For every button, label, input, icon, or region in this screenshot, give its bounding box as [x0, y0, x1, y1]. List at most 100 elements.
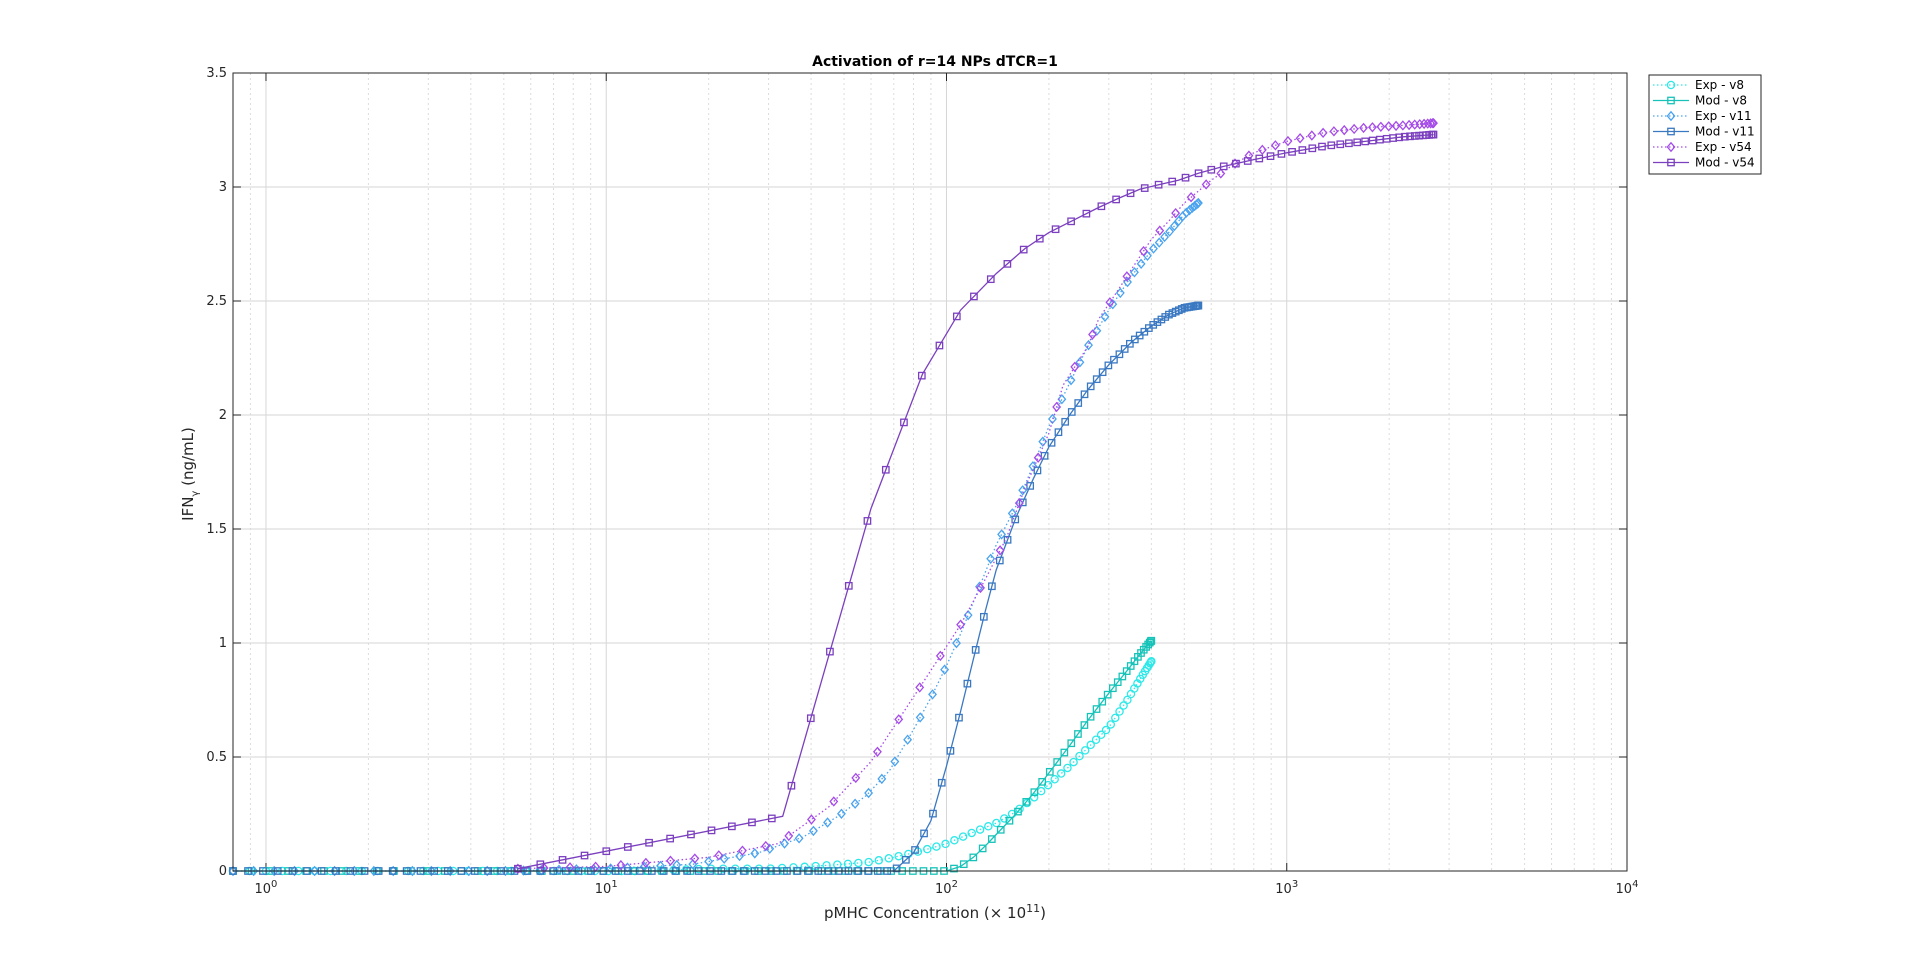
data-point: [1084, 339, 1093, 351]
data-point: [349, 865, 359, 877]
data-point: [666, 855, 675, 866]
data-point: [940, 664, 950, 675]
data-point: [1080, 746, 1090, 755]
data-point: [1082, 209, 1091, 218]
data-point: [1368, 136, 1377, 145]
data-point: [719, 853, 729, 864]
data-point: [1030, 788, 1039, 797]
data-point: [941, 839, 950, 849]
data-point: [952, 312, 961, 321]
data-point: [513, 863, 523, 874]
data-point: [1053, 758, 1062, 766]
y-tick-label: 0.5: [206, 750, 227, 765]
data-point: [1181, 173, 1190, 182]
data-point: [1336, 140, 1345, 149]
data-point: [970, 292, 978, 301]
data-point: [1367, 122, 1377, 133]
data-point: [958, 832, 968, 841]
data-point: [992, 818, 1001, 828]
legend-entry: Exp - v54: [1695, 140, 1752, 154]
data-point: [894, 714, 904, 725]
data-point: [1019, 245, 1028, 254]
data-point: [956, 619, 966, 630]
y-axis-title-text: IFN: [179, 497, 197, 521]
data-point: [737, 845, 747, 856]
data-point: [1139, 245, 1148, 257]
data-point: [714, 850, 724, 861]
data-point: [1398, 120, 1408, 131]
data-point: [290, 865, 299, 877]
data-point: [1147, 636, 1156, 645]
data-point: [1244, 150, 1254, 161]
data-point: [928, 689, 937, 700]
data-point: [1216, 168, 1226, 179]
data-point: [616, 859, 626, 871]
data-point: [310, 865, 320, 877]
data-point: [979, 612, 988, 621]
data-point: [946, 746, 955, 755]
data-point: [864, 857, 873, 867]
data-point: [1295, 133, 1305, 144]
data-point: [1056, 769, 1066, 778]
legend-entry: Mod - v8: [1695, 94, 1747, 108]
data-point: [1429, 117, 1438, 129]
data-point: [228, 865, 238, 877]
data-point: [1080, 721, 1089, 729]
data-point: [1136, 258, 1146, 270]
data-point: [1426, 118, 1436, 129]
data-point: [1103, 690, 1112, 699]
data-point: [641, 857, 651, 869]
data-point: [1257, 144, 1267, 156]
data-point: [903, 734, 913, 745]
data-point: [1168, 177, 1177, 186]
y-tick-label: 2.5: [206, 294, 227, 309]
data-point: [884, 854, 894, 863]
data-point: [602, 847, 611, 856]
legend-entry: Exp - v8: [1695, 78, 1744, 92]
y-tick-label: 2: [219, 408, 227, 423]
legend-box: [1648, 74, 1762, 175]
data-point: [787, 781, 796, 790]
data-point: [369, 865, 379, 877]
data-point: [565, 862, 575, 873]
legend-marker: [1666, 80, 1676, 90]
data-point: [1288, 148, 1296, 156]
data-point: [1307, 130, 1317, 141]
data-point: [1266, 152, 1275, 161]
data-point: [1181, 207, 1191, 218]
data-point: [969, 853, 978, 862]
data-point: [823, 817, 833, 828]
data-point: [1070, 361, 1080, 373]
data-point: [1003, 535, 1012, 544]
data-point: [806, 714, 815, 723]
data-point: [1122, 271, 1132, 282]
chart-title: Activation of r=14 NPs dTCR=1: [812, 54, 1058, 70]
x-axis-title: pMHC Concentration (× 1011): [824, 902, 1046, 922]
y-tick-labels: 0 0.5 1 1.5 2 2.5 3 3.5: [206, 66, 227, 879]
data-point: [1098, 368, 1107, 377]
data-point: [1112, 195, 1120, 204]
data-point: [822, 861, 831, 870]
data-point: [606, 863, 616, 874]
data-point: [269, 865, 279, 877]
legend-entry: Exp - v11: [1695, 109, 1752, 123]
data-point: [1384, 121, 1394, 132]
data-point: [1376, 121, 1386, 132]
data-point: [978, 844, 987, 853]
data-point: [1066, 374, 1076, 386]
data-point: [955, 713, 963, 722]
data-point: [1086, 712, 1095, 721]
data-point: [1391, 120, 1401, 132]
data-point: [1033, 466, 1042, 475]
data-point: [765, 843, 775, 854]
data-point: [950, 864, 958, 873]
data-point: [1147, 656, 1156, 666]
data-point: [850, 798, 860, 809]
data-point: [1395, 133, 1404, 142]
y-axis-title-subscript: γ: [190, 491, 201, 497]
data-point: [539, 862, 549, 874]
data-point: [1067, 217, 1075, 226]
data-point: [1038, 777, 1047, 786]
data-point: [1057, 394, 1067, 405]
